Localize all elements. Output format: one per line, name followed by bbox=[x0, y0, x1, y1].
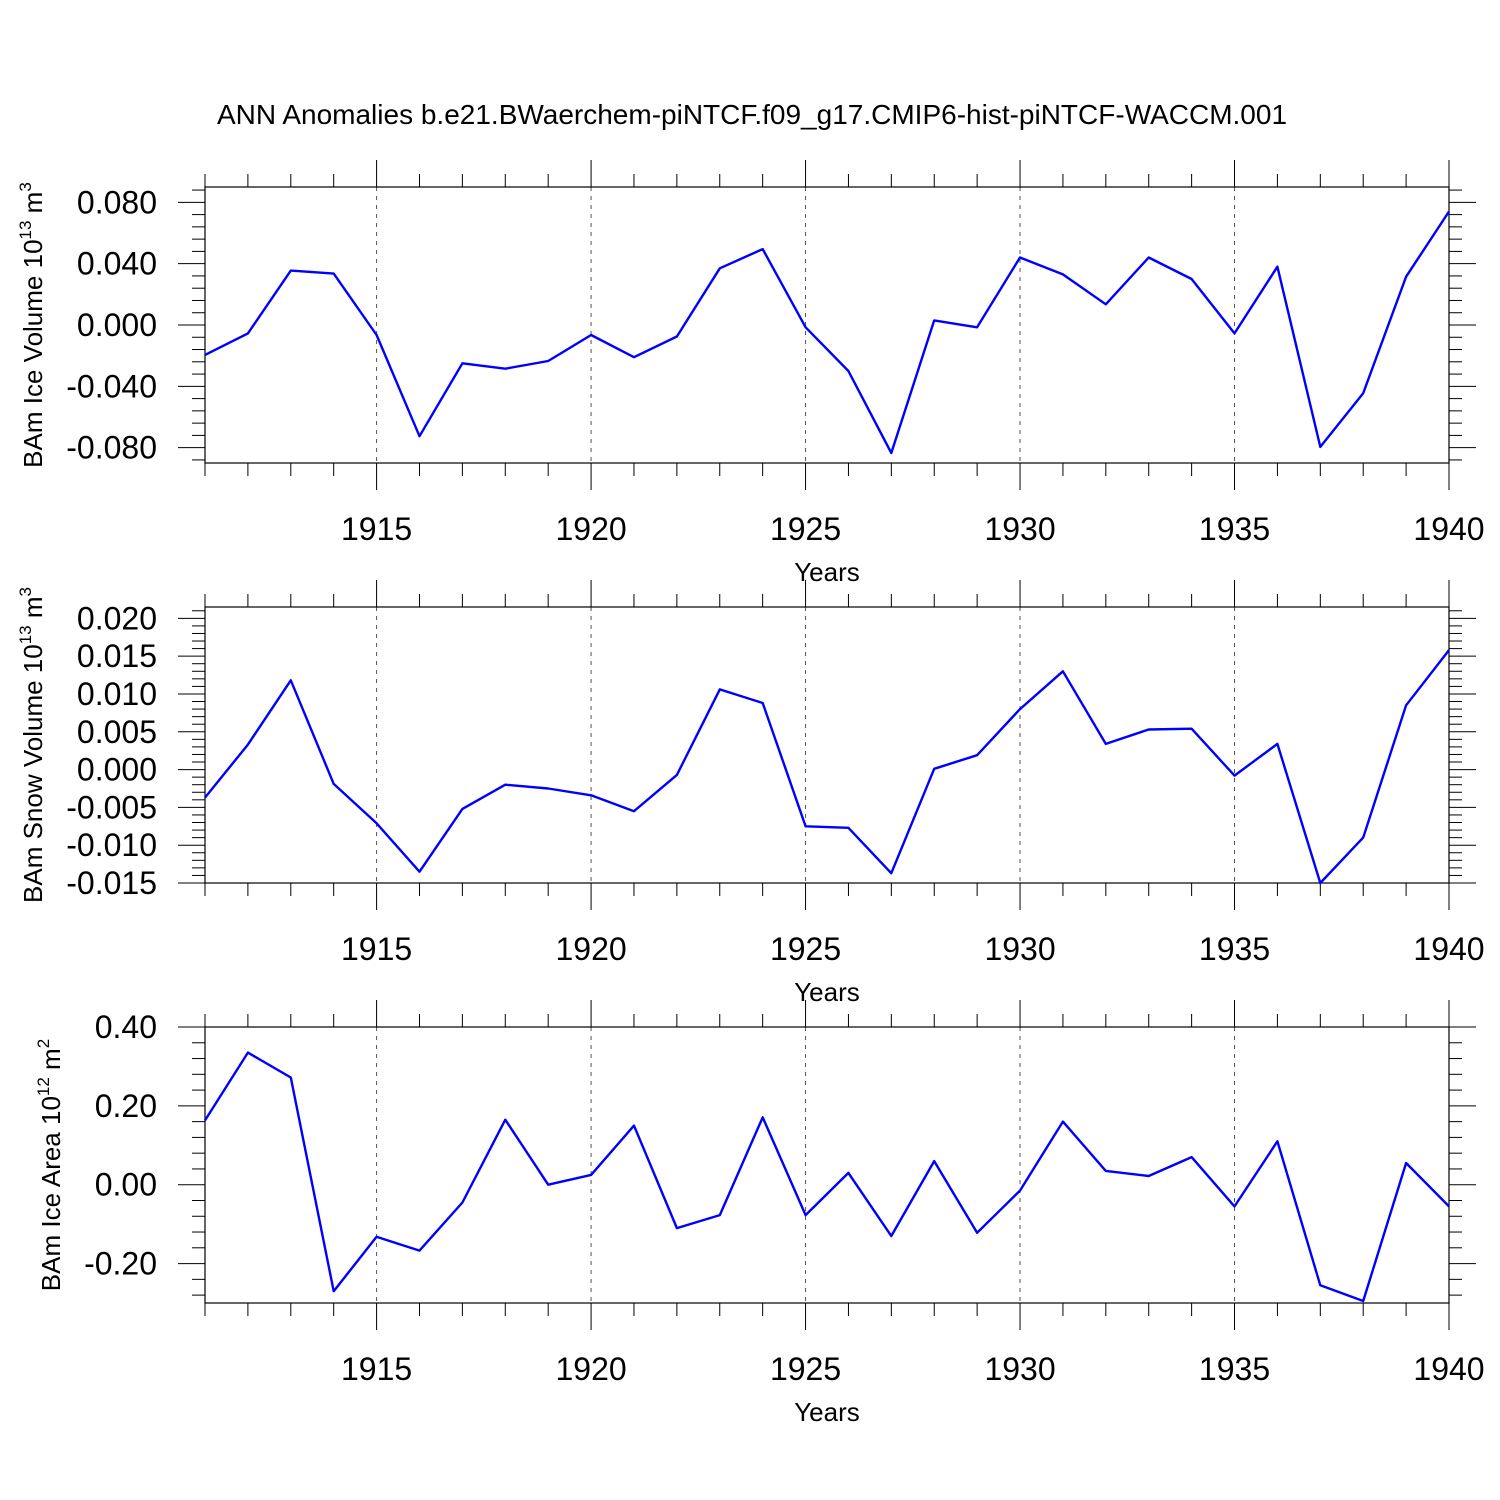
x-tick-label: 1935 bbox=[1199, 1351, 1270, 1387]
x-axis-label: Years bbox=[794, 977, 860, 1007]
y-tick-label: 0.010 bbox=[77, 676, 157, 712]
x-axis-label: Years bbox=[794, 557, 860, 587]
series-line bbox=[204, 649, 1450, 885]
series-line bbox=[203, 1051, 1450, 1303]
y-tick-label: 0.00 bbox=[95, 1167, 157, 1203]
x-tick-label: 1940 bbox=[1413, 511, 1484, 547]
plot-frame bbox=[204, 186, 1450, 464]
y-tick-label: -0.20 bbox=[84, 1246, 157, 1282]
x-tick-label: 1915 bbox=[341, 1351, 412, 1387]
x-tick-label: 1925 bbox=[770, 1351, 841, 1387]
chart-panel-2: 0.0200.0150.0100.0050.000-0.005-0.010-0.… bbox=[16, 580, 1485, 1007]
plot-frame bbox=[204, 606, 1450, 884]
y-tick-label: 0.000 bbox=[77, 307, 157, 343]
plot-frame bbox=[204, 1026, 1450, 1304]
x-tick-label: 1920 bbox=[555, 1351, 626, 1387]
panels-container: 0.080 0.040 0.000 -0.040 -0.080 1915 1920 1925 1… bbox=[16, 160, 1485, 1427]
y-axis-label: BAm Snow Volume 1013 m3 bbox=[16, 587, 48, 903]
y-tick-label: 0.015 bbox=[77, 638, 157, 674]
y-tick-label: -0.010 bbox=[66, 827, 157, 863]
y-axis-label: BAm Ice Volume 1013 m3 bbox=[16, 182, 48, 468]
y-tick-label: 0.080 bbox=[77, 184, 157, 220]
y-tick-label: 0.005 bbox=[77, 714, 157, 750]
series-line bbox=[204, 210, 1451, 455]
y-tick-label: 0.000 bbox=[77, 752, 157, 788]
x-tick-label: 1920 bbox=[555, 511, 626, 547]
x-axis-label: Years bbox=[794, 1397, 860, 1427]
y-tick-label: 0.020 bbox=[77, 600, 157, 636]
chart-title: ANN Anomalies b.e21.BWaerchem-piNTCF.f09… bbox=[217, 99, 1287, 130]
x-tick-label: 1920 bbox=[555, 931, 626, 967]
y-tick-label: 0.20 bbox=[95, 1088, 157, 1124]
x-tick-label: 1915 bbox=[341, 511, 412, 547]
y-tick-label: -0.080 bbox=[66, 430, 157, 466]
y-tick-label: 0.40 bbox=[95, 1009, 157, 1045]
x-tick-label: 1935 bbox=[1199, 931, 1270, 967]
y-tick-label: -0.005 bbox=[66, 789, 157, 825]
x-tick-label: 1930 bbox=[984, 511, 1055, 547]
chart-panel-3: 0.40 0.20 0.00 -0.20 1915 1920 1925 1930 1935 194… bbox=[34, 1000, 1485, 1427]
x-tick-label: 1935 bbox=[1199, 511, 1270, 547]
x-tick-label: 1925 bbox=[770, 511, 841, 547]
y-axis-label: BAm Ice Area 1012 m2 bbox=[34, 1039, 66, 1291]
x-tick-label: 1930 bbox=[984, 931, 1055, 967]
y-tick-label: -0.015 bbox=[66, 865, 157, 901]
x-tick-label: 1925 bbox=[770, 931, 841, 967]
x-tick-label: 1915 bbox=[341, 931, 412, 967]
x-tick-label: 1940 bbox=[1413, 931, 1484, 967]
x-tick-label: 1930 bbox=[984, 1351, 1055, 1387]
y-tick-label: 0.040 bbox=[77, 246, 157, 282]
y-tick-label: -0.040 bbox=[66, 368, 157, 404]
x-tick-label: 1940 bbox=[1413, 1351, 1484, 1387]
chart-panel-1: 0.080 0.040 0.000 -0.040 -0.080 1915 1920 1925 1… bbox=[16, 160, 1485, 587]
